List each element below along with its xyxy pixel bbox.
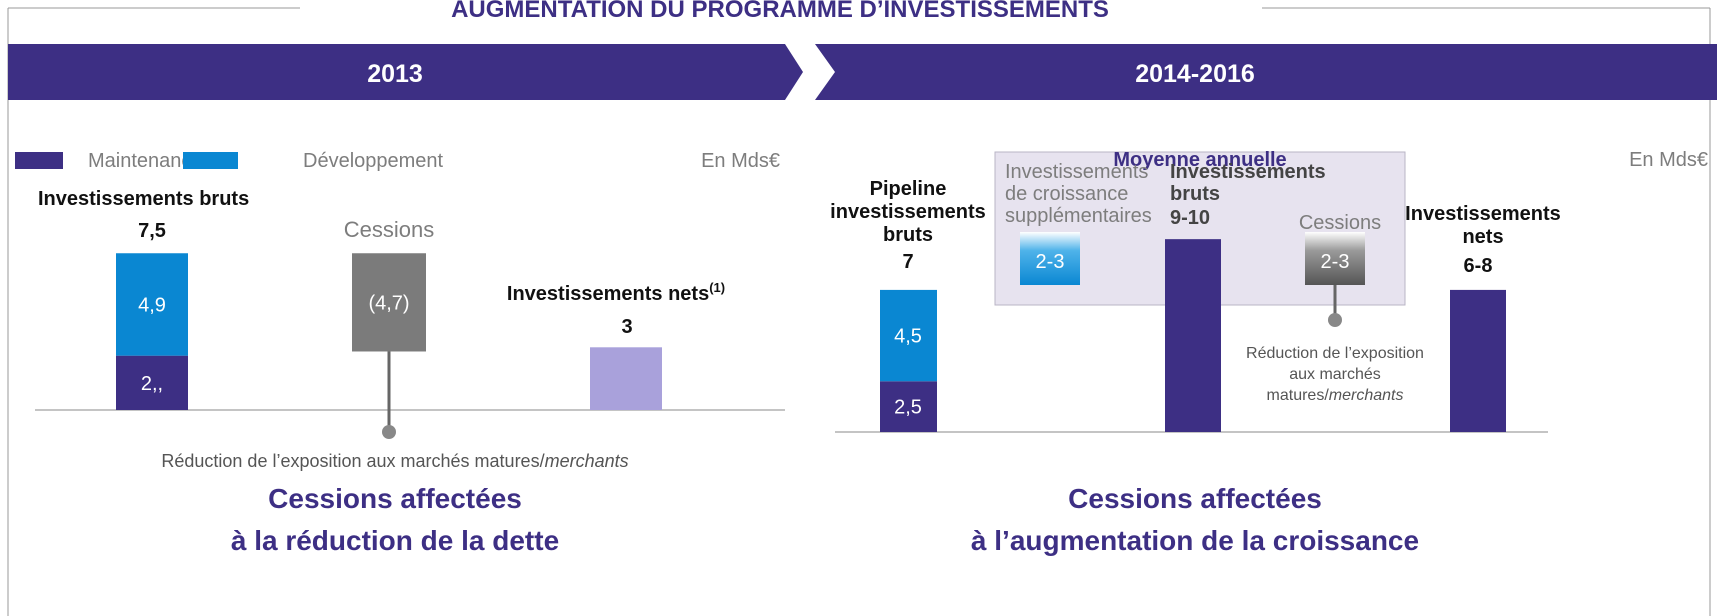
bar-title: Pipeline <box>870 178 947 200</box>
period-header: 2014-2016 <box>1135 60 1255 88</box>
box-title: Moyenne annuelle <box>1113 149 1286 171</box>
total-label: 6-8 <box>1464 255 1493 277</box>
unit-label: En Mds€ <box>1629 149 1708 171</box>
annotation: Réduction de l’exposition aux marchés ma… <box>161 451 628 471</box>
bar-title: Investissements nets(1) <box>507 280 725 305</box>
value-label: 4,5 <box>894 326 922 348</box>
bar-title: nets <box>1462 226 1503 248</box>
conclusion: à l’augmentation de la croissance <box>971 525 1419 556</box>
slide-title: AUGMENTATION DU PROGRAMME D’INVESTISSEME… <box>451 0 1109 23</box>
bar-title: Cessions <box>1299 212 1381 234</box>
unit-label: En Mds€ <box>701 150 780 172</box>
box-label: de croissance <box>1005 183 1128 205</box>
legend-swatch <box>15 152 63 169</box>
header-band <box>815 44 1717 100</box>
period-header: 2013 <box>367 60 423 88</box>
bar-title: Cessions <box>344 217 434 242</box>
legend-label: Maintenance <box>88 150 203 172</box>
icon-box <box>1020 232 1080 285</box>
bar <box>352 253 426 352</box>
bar <box>1450 289 1506 432</box>
bar-title: Investissements bruts <box>38 188 249 210</box>
annotation-italic: merchants <box>545 451 629 471</box>
bar-title: Investissements <box>1405 203 1561 225</box>
value-label: 4,9 <box>138 294 166 316</box>
value-label: 2,5 <box>894 397 922 419</box>
bar-title: bruts <box>1170 183 1220 205</box>
header-band <box>8 44 803 100</box>
total-label: 9-10 <box>1170 207 1210 229</box>
total-label: 3 <box>621 316 632 338</box>
bar-segment <box>116 253 188 356</box>
conclusion: Cessions affectées <box>1068 483 1322 514</box>
legend-swatch <box>183 152 238 169</box>
bar-title: investissements <box>830 201 986 223</box>
value-label: 2-3 <box>1036 251 1065 273</box>
annotation: matures/merchants <box>1267 387 1404 404</box>
annotation: aux marchés <box>1289 366 1381 383</box>
box-label: Investissements <box>1005 161 1148 183</box>
box-label: supplémentaires <box>1005 205 1152 227</box>
value-label: (4,7) <box>368 292 409 314</box>
bar-title: Investissements <box>1170 161 1326 183</box>
annotation-italic: merchants <box>1329 387 1404 404</box>
bar-segment <box>116 355 188 410</box>
conclusion: à la réduction de la dette <box>231 525 559 556</box>
bar <box>1165 239 1221 432</box>
total-label: 7 <box>902 251 913 273</box>
value-label: 2,, <box>141 373 163 395</box>
conclusion: Cessions affectées <box>268 483 522 514</box>
total-label: 7,5 <box>138 220 166 242</box>
bar-title: bruts <box>883 224 933 246</box>
legend-label: Développement <box>303 150 444 172</box>
value-label: 2-3 <box>1321 251 1350 273</box>
annotation: Réduction de l’exposition <box>1246 345 1424 362</box>
bar <box>590 347 662 410</box>
stem-dot <box>382 425 396 439</box>
footnote-mark: (1) <box>709 280 725 295</box>
icon-box <box>1305 232 1365 285</box>
bar-segment <box>880 381 937 432</box>
bar-segment <box>880 289 937 382</box>
stem-dot <box>1328 313 1342 327</box>
